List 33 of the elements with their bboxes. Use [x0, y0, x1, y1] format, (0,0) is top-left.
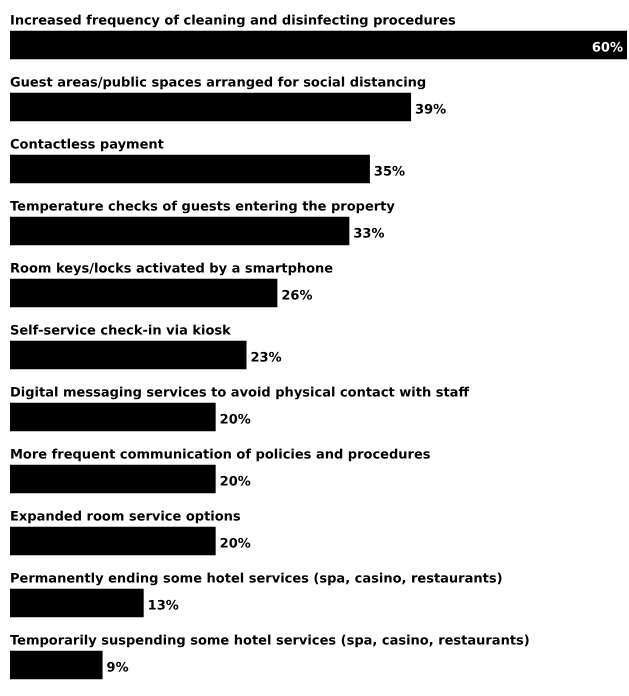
data-label: 13%: [148, 598, 179, 614]
y-tick-label: Temporarily suspending some hotel services (spa, casino, restaurants): [10, 634, 530, 649]
y-tick-label: Guest areas/public spaces arranged for social distancing: [10, 76, 426, 91]
data-label: 23%: [250, 350, 282, 366]
data-label: 20%: [220, 474, 251, 490]
data-label: 35%: [374, 164, 406, 180]
y-tick-label: More frequent communication of policies and procedures: [10, 448, 431, 463]
bar: [10, 278, 278, 308]
y-tick-label: Temperature checks of guests entering the property: [10, 200, 396, 215]
bar: [10, 402, 216, 432]
bar: [10, 30, 627, 60]
y-tick-label: Increased frequency of cleaning and disinfecting procedures: [10, 14, 456, 29]
y-tick-label: Expanded room service options: [10, 510, 241, 525]
data-label: 20%: [220, 412, 251, 428]
data-label: 60%: [592, 40, 623, 56]
y-tick-label: Room keys/locks activated by a smartphone: [10, 262, 334, 277]
data-label: 9%: [106, 660, 129, 676]
data-label: 26%: [281, 288, 312, 304]
data-label: 20%: [220, 536, 251, 552]
bar: [10, 650, 103, 680]
y-tick-label: Permanently ending some hotel services (spa, casino, restaurants): [10, 572, 503, 587]
bar: [10, 92, 412, 122]
y-tick-label: Digital messaging services to avoid physical contact with staff: [10, 386, 470, 401]
data-label: 33%: [353, 226, 384, 242]
data-label: 39%: [415, 102, 446, 118]
bar: [10, 216, 350, 246]
y-tick-label: Contactless payment: [10, 138, 164, 153]
bar: [10, 464, 216, 494]
bar: [10, 154, 370, 184]
y-tick-label: Self-service check-in via kiosk: [10, 324, 232, 339]
bar: [10, 588, 144, 618]
bar: [10, 340, 247, 370]
bar: [10, 526, 216, 556]
